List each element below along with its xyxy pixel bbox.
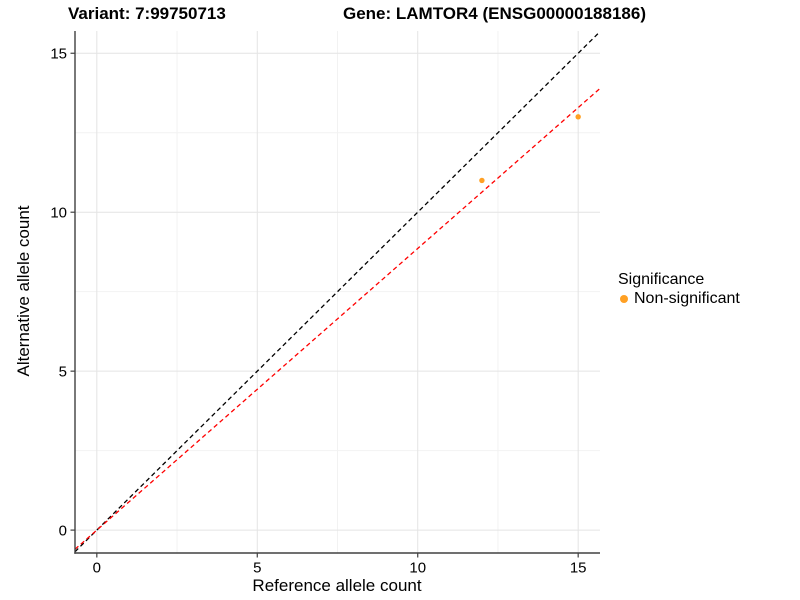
- variant-title: Variant: 7:99750713: [68, 4, 226, 23]
- ratio-line: [74, 87, 601, 550]
- x-axis-title: Reference allele count: [252, 576, 422, 595]
- legend: Significance Non-significant: [616, 271, 740, 308]
- x-tick-label: 0: [93, 560, 101, 577]
- legend-key: [616, 291, 632, 307]
- non-significant-point-icon: [620, 295, 628, 303]
- y-tick-label: 0: [59, 522, 67, 539]
- legend-title: Significance: [618, 271, 705, 288]
- x-tick-label: 5: [253, 560, 261, 577]
- x-tick-label: 10: [409, 560, 426, 577]
- y-axis-title: Alternative allele count: [14, 205, 33, 377]
- y-tick-label: 5: [59, 363, 67, 380]
- gene-title: Gene: LAMTOR4 (ENSG00000188186): [343, 4, 646, 23]
- y-tick-label: 15: [50, 45, 67, 62]
- legend-entry-label: Non-significant: [634, 290, 740, 307]
- legend-entry: Non-significant: [616, 290, 740, 308]
- data-point: [575, 114, 581, 120]
- y-tick-label: 10: [50, 204, 67, 221]
- x-tick-label: 15: [570, 560, 587, 577]
- data-point: [479, 177, 485, 184]
